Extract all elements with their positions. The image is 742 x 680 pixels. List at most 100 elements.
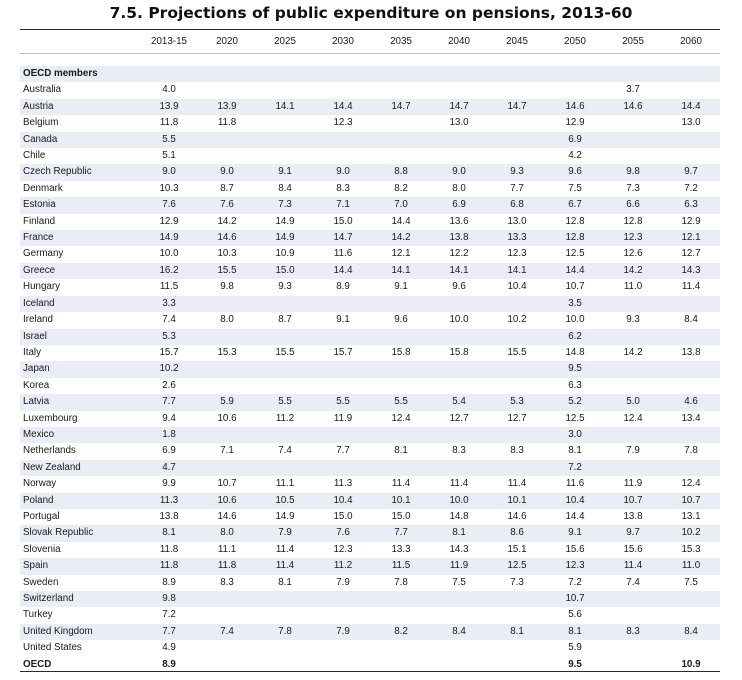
value-cell: 7.3 (510, 576, 524, 588)
value-cell: 11.4 (275, 560, 295, 572)
country-name: Finland (23, 215, 56, 227)
table-row: Mexico 1.8 3.0 (20, 426, 720, 444)
value-cell: 14.4 (333, 264, 353, 276)
value-cell: 9.1 (394, 281, 408, 293)
value-cell: 15.5 (275, 346, 295, 358)
value-cell: 10.3 (217, 248, 237, 260)
value-cell (604, 296, 662, 312)
value-cell: 9.1 (568, 527, 582, 539)
table-row: Israel 5.3 6.2 (20, 328, 720, 345)
table-row: Germany 10.0 10.3 10.9 11.6 12.1 12.2 12.3 12.5 1… (20, 246, 720, 262)
value-cell: 5.6 (568, 609, 582, 621)
value-cell: 11.1 (217, 543, 237, 555)
value-cell: 12.7 (449, 412, 469, 424)
value-cell: 7.6 (336, 527, 350, 539)
value-cell (662, 296, 720, 312)
value-cell (604, 148, 662, 164)
table-row: Denmark 10.3 8.7 8.4 8.3 8.2 8.0 7.7 7.5 7.3 7.2 (20, 181, 720, 197)
table-row: Switzerland 9.8 10.7 (20, 591, 720, 608)
value-cell: 14.1 (275, 100, 295, 112)
country-name: United States (23, 642, 82, 654)
value-cell (604, 607, 662, 623)
value-cell (314, 296, 372, 312)
value-cell: 13.3 (507, 232, 527, 244)
country-name: Slovenia (23, 543, 61, 555)
value-cell (372, 640, 430, 656)
value-cell: 8.3 (452, 445, 466, 457)
country-name: Estonia (23, 199, 56, 211)
value-cell: 10.7 (217, 478, 237, 490)
value-cell: 11.9 (623, 478, 643, 490)
value-cell: 8.3 (510, 445, 524, 457)
value-cell: 5.4 (452, 396, 466, 408)
value-cell: 11.2 (333, 560, 353, 572)
value-cell: 7.2 (162, 609, 176, 621)
value-cell: 7.1 (220, 445, 234, 457)
value-cell: 9.7 (684, 166, 698, 178)
value-cell: 8.1 (278, 576, 292, 588)
value-cell: 14.9 (275, 232, 295, 244)
value-cell: 10.0 (565, 314, 585, 326)
value-cell (604, 427, 662, 443)
value-cell: 8.1 (568, 625, 582, 637)
value-cell: 6.6 (626, 199, 640, 211)
country-name: Israel (23, 330, 47, 342)
table-row: New Zealand 4.7 7.2 (20, 459, 720, 477)
country-name: Netherlands (23, 445, 76, 457)
value-cell (546, 82, 604, 98)
top-rule (20, 29, 720, 30)
value-cell: 5.9 (568, 642, 582, 654)
table-row: Netherlands 6.9 7.1 7.4 7.7 8.1 8.3 8.3 8.1 7.9 7.… (20, 443, 720, 459)
table-row: United Kingdom 7.7 7.4 7.8 7.9 8.2 8.4 8.1 8.1 8.… (20, 623, 720, 641)
value-cell: 14.2 (217, 215, 237, 227)
value-cell (256, 361, 314, 377)
value-cell (662, 640, 720, 656)
value-cell (314, 640, 372, 656)
value-cell (604, 132, 662, 148)
value-cell (662, 132, 720, 148)
value-cell: 9.7 (626, 527, 640, 539)
value-cell (488, 427, 546, 443)
value-cell: 12.8 (565, 232, 585, 244)
value-cell: 12.3 (623, 232, 643, 244)
value-cell: 12.1 (681, 232, 701, 244)
table-row: Slovenia 11.8 11.1 11.4 12.3 13.3 14.3 15.1 15.6… (20, 542, 720, 558)
value-cell (372, 132, 430, 148)
value-cell: 5.5 (162, 133, 176, 145)
value-cell: 13.9 (159, 100, 179, 112)
value-cell: 6.8 (510, 199, 524, 211)
value-cell (372, 607, 430, 623)
value-cell: 5.1 (162, 150, 176, 162)
value-cell: 13.1 (681, 510, 701, 522)
country-name: Slovak Republic (23, 527, 94, 539)
value-cell (314, 607, 372, 623)
value-cell (488, 329, 546, 345)
country-name: Ireland (23, 314, 53, 326)
value-cell (488, 148, 546, 164)
value-cell: 13.8 (159, 510, 179, 522)
value-cell: 10.0 (159, 248, 179, 260)
table-row: Finland 12.9 14.2 14.9 15.0 14.4 13.6 13.0 12.8 1… (20, 214, 720, 230)
country-name: Norway (23, 478, 57, 490)
value-cell: 12.2 (449, 248, 469, 260)
value-cell (314, 148, 372, 164)
value-cell (314, 378, 372, 394)
value-cell: 10.4 (565, 494, 585, 506)
value-cell (198, 82, 256, 98)
value-cell: 7.2 (568, 576, 582, 588)
value-cell: 13.0 (449, 117, 469, 129)
value-cell (488, 132, 546, 148)
table-row: Spain 11.8 11.8 11.4 11.2 11.5 11.9 12.5 12.3 11.… (20, 558, 720, 575)
value-cell (430, 361, 488, 377)
value-cell: 9.6 (394, 314, 408, 326)
value-cell: 12.8 (623, 215, 643, 227)
value-cell (314, 460, 372, 476)
value-cell: 6.9 (162, 445, 176, 457)
value-cell (430, 296, 488, 312)
value-cell (198, 427, 256, 443)
country-name: Switzerland (23, 593, 74, 604)
table-row: Korea 2.6 6.3 (20, 378, 720, 394)
value-cell (198, 591, 256, 607)
table-row: Italy 15.7 15.3 15.5 15.7 15.8 15.8 15.5 14.8 14.… (20, 345, 720, 361)
